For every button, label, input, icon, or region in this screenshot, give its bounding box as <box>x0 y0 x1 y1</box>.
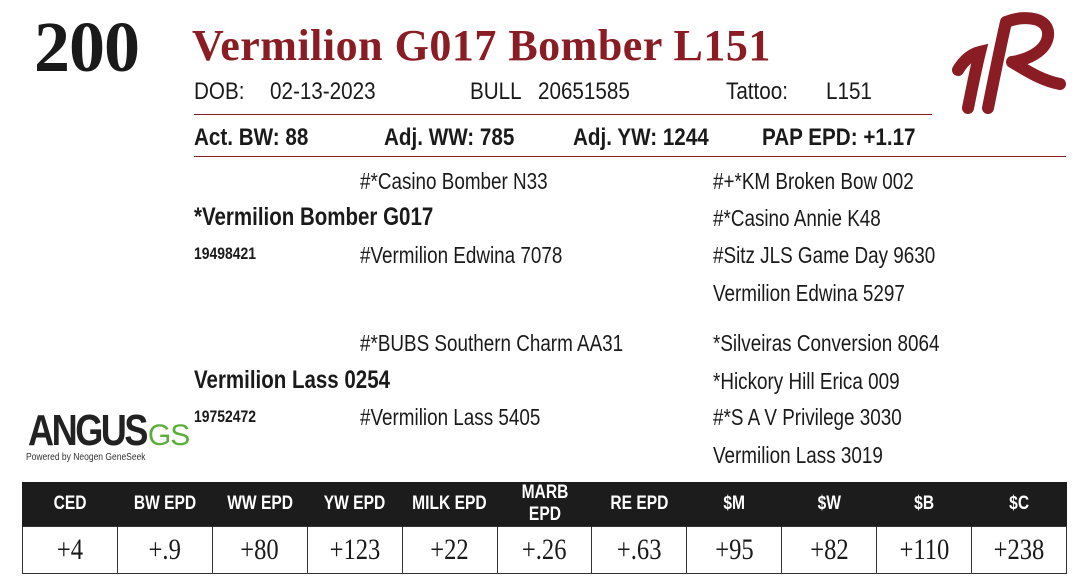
sire-sire: #*Casino Bomber N33 <box>360 168 548 194</box>
epd-header-ced: CED <box>22 482 118 527</box>
dam-sire-dam: *Hickory Hill Erica 009 <box>713 368 900 394</box>
lot-number: 200 <box>34 7 140 87</box>
epd-value-w: +82 <box>781 526 878 574</box>
epd-value-yw: +123 <box>306 526 403 574</box>
adjusted-weaning-weight: Adj. WW: 785 <box>384 124 515 151</box>
angus-logo-word: ANGUS <box>28 406 148 455</box>
divider-line <box>194 114 932 115</box>
epd-value-re: +.63 <box>591 526 688 574</box>
dob-value: 02-13-2023 <box>270 78 376 105</box>
sire-dam-dam: Vermilion Edwina 5297 <box>713 280 905 306</box>
dam-sire: #*BUBS Southern Charm AA31 <box>360 330 624 356</box>
registration-number: 20651585 <box>538 78 630 105</box>
epd-header-yw: YW EPD <box>306 482 403 527</box>
dam-name: Vermilion Lass 0254 <box>194 366 391 394</box>
sire-registration: 19498421 <box>194 244 257 263</box>
dam-registration: 19752472 <box>194 407 257 426</box>
epd-value-row: +4 +.9 +80 +123 +22 +.26 +.63 +95 +82 +1… <box>22 526 1067 574</box>
epd-header-b: $B <box>876 482 972 527</box>
epd-header-marb: MARB EPD <box>496 482 592 527</box>
epd-table: CED BW EPD WW EPD YW EPD MILK EPD MARB E… <box>22 482 1067 574</box>
epd-header-ww: WW EPD <box>211 482 308 527</box>
epd-header-row: CED BW EPD WW EPD YW EPD MILK EPD MARB E… <box>22 482 1067 527</box>
actual-birth-weight: Act. BW: 88 <box>194 124 309 151</box>
angus-logo-suffix: GS <box>147 419 190 452</box>
epd-header-re: RE EPD <box>591 482 687 527</box>
dam-dam: #Vermilion Lass 5405 <box>360 404 541 430</box>
sire-dam-sire: #Sitz JLS Game Day 9630 <box>713 242 936 268</box>
epd-header-m: $M <box>686 482 782 527</box>
epd-header-milk: MILK EPD <box>401 482 498 527</box>
angus-logo-tagline: Powered by Neogen GeneSeek <box>26 452 146 463</box>
epd-value-ww: +80 <box>211 526 308 574</box>
epd-header-bw: BW EPD <box>116 482 213 527</box>
adjusted-yearling-weight: Adj. YW: 1244 <box>573 124 709 151</box>
dob-label: DOB: <box>194 78 245 105</box>
animal-name: Vermilion G017 Bomber L151 <box>192 21 771 70</box>
epd-value-ced: +4 <box>22 526 118 574</box>
dam-sire-sire: *Silveiras Conversion 8064 <box>713 330 940 356</box>
tattoo-label: Tattoo: <box>726 78 788 105</box>
epd-value-milk: +22 <box>401 526 498 574</box>
angus-gs-logo: ANGUSGS <box>28 406 190 456</box>
sire-dam: #Vermilion Edwina 7078 <box>360 242 563 268</box>
epd-value-c: +238 <box>971 526 1067 574</box>
epd-header-w: $W <box>781 482 877 527</box>
epd-value-marb: +.26 <box>496 526 593 574</box>
tattoo-value: L151 <box>826 78 872 105</box>
epd-value-bw: +.9 <box>116 526 213 574</box>
epd-header-c: $C <box>971 482 1067 527</box>
vr-brand-icon <box>950 8 1068 126</box>
epd-value-b: +110 <box>876 526 973 574</box>
dam-dam-dam: Vermilion Lass 3019 <box>713 442 883 468</box>
sire-name: *Vermilion Bomber G017 <box>194 203 434 231</box>
epd-value-m: +95 <box>686 526 783 574</box>
sire-sire-sire: #+*KM Broken Bow 002 <box>713 168 914 194</box>
sire-sire-dam: #*Casino Annie K48 <box>713 205 881 231</box>
sex-value: BULL <box>470 78 522 105</box>
dam-dam-sire: #*S A V Privilege 3030 <box>713 404 902 430</box>
pap-epd: PAP EPD: +1.17 <box>762 124 916 151</box>
divider-line <box>194 156 1066 157</box>
